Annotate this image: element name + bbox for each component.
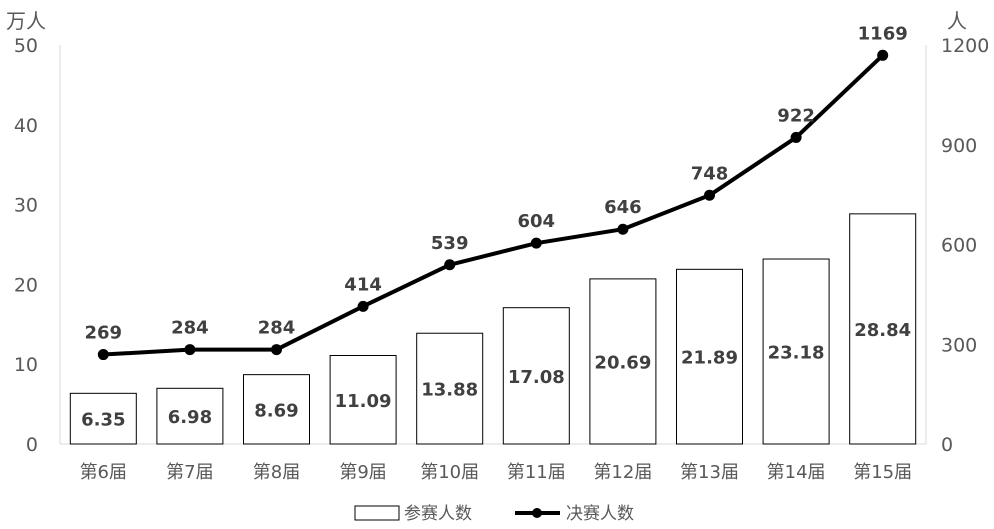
left-tick-label: 10 (14, 354, 38, 376)
left-tick-label: 20 (14, 274, 38, 296)
bar-data-label: 20.69 (594, 352, 651, 373)
legend-line-label: 决赛人数 (566, 503, 634, 524)
category-label: 第8届 (253, 462, 300, 483)
bar (156, 387, 224, 445)
right-tick-label: 600 (941, 235, 977, 257)
line-point (530, 237, 542, 249)
right-tick-labels: 0 300 600 900 1200 (941, 35, 989, 456)
bar (676, 268, 743, 445)
category-label: 第14届 (767, 462, 826, 483)
line-point (184, 344, 196, 356)
bar (243, 374, 310, 445)
bar-data-labels: 6.35 6.98 8.69 11.09 13.88 17.08 20.69 21.89 23.… (81, 320, 911, 431)
line-data-label: 284 (258, 318, 296, 339)
bar-series (69, 213, 917, 445)
line-point (271, 344, 282, 356)
right-axis-unit: 人 (947, 9, 967, 33)
line-data-label: 604 (518, 211, 556, 232)
line-data-label: 646 (604, 197, 642, 218)
category-label: 第7届 (166, 462, 213, 483)
left-tick-labels: 0 10 20 30 40 50 (14, 35, 38, 456)
line-point (97, 349, 109, 361)
category-label: 第6届 (80, 462, 127, 483)
left-tick-label: 30 (14, 195, 38, 217)
bar (329, 355, 397, 445)
bar-data-label: 23.18 (768, 343, 825, 364)
category-labels: 第6届 第7届 第8届 第9届 第10届 第11届 第12届 第13届 第14届 第15届 (80, 462, 913, 483)
bar-data-label: 6.98 (168, 407, 212, 428)
line-data-label: 748 (691, 163, 729, 184)
bar-data-label: 11.09 (335, 391, 392, 412)
bar-data-label: 13.88 (421, 380, 478, 401)
bar (416, 332, 484, 445)
bar (502, 307, 570, 445)
line-data-label: 269 (85, 323, 123, 344)
line-data-label: 922 (777, 105, 815, 126)
bar-data-label: 21.89 (681, 348, 738, 369)
line-data-label: 284 (171, 318, 209, 339)
category-label: 第10届 (420, 462, 479, 483)
category-label: 第12届 (593, 462, 652, 483)
line-point (704, 189, 715, 201)
category-label: 第13届 (680, 462, 739, 483)
bar (762, 258, 830, 445)
bar-data-label: 6.35 (81, 410, 125, 431)
right-tick-label: 300 (941, 334, 977, 356)
line-data-label: 1169 (858, 23, 908, 44)
line-data-labels: 269 284 284 414 539 604 646 748 922 1169 (85, 23, 908, 343)
legend: 参赛人数 决赛人数 (354, 503, 634, 524)
line-series (97, 49, 889, 361)
category-label: 第11届 (507, 462, 566, 483)
left-tick-label: 50 (14, 35, 38, 57)
line-point (790, 131, 802, 143)
bar (69, 392, 137, 445)
line-point (877, 49, 889, 61)
left-tick-label: 0 (26, 434, 38, 456)
right-tick-label: 0 (941, 434, 953, 456)
bar-data-label: 8.69 (254, 400, 298, 421)
line-point (357, 300, 369, 312)
legend-bar-swatch (354, 505, 400, 521)
category-label: 第15届 (853, 462, 912, 483)
line-data-label: 414 (344, 274, 382, 295)
legend-line-marker (532, 508, 542, 518)
left-tick-label: 40 (14, 115, 38, 137)
right-tick-label: 1200 (941, 35, 989, 57)
left-axis-unit: 万人 (6, 9, 46, 33)
line-path (103, 53, 885, 357)
bar-data-label: 17.08 (508, 367, 565, 388)
bar (849, 213, 917, 445)
legend-bar-label: 参赛人数 (404, 503, 472, 524)
line-point (444, 259, 456, 271)
bar (589, 278, 657, 445)
right-tick-label: 900 (941, 135, 977, 157)
line-data-label: 539 (431, 233, 469, 254)
bar-data-label: 28.84 (854, 320, 911, 341)
line-point (617, 223, 629, 235)
category-label: 第9届 (339, 462, 386, 483)
